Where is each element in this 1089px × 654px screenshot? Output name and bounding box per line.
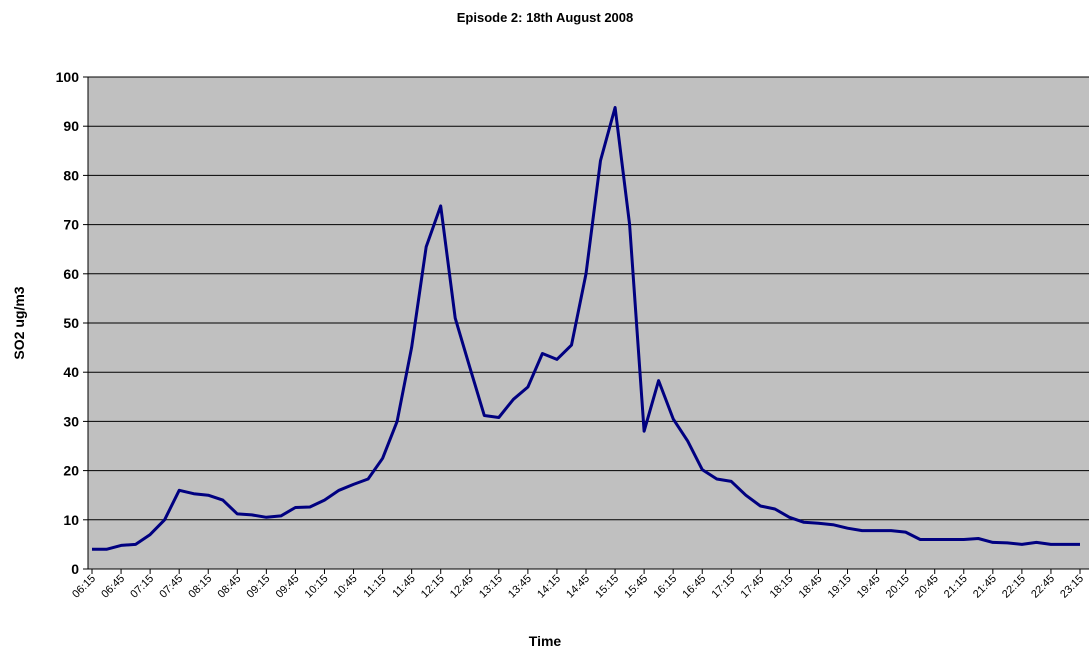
x-tick-label: 07:45: [157, 573, 185, 601]
x-tick-label: 14:45: [564, 573, 592, 601]
x-tick-label: 18:45: [797, 573, 825, 601]
y-tick-label: 100: [56, 69, 80, 85]
x-tick-label: 19:15: [826, 573, 854, 601]
x-tick-label: 11:15: [361, 573, 388, 600]
x-tick-label: 10:45: [332, 573, 360, 601]
x-tick-label: 21:15: [942, 573, 970, 601]
x-tick-label: 19:45: [855, 573, 883, 601]
x-tick-label: 22:45: [1029, 573, 1057, 601]
x-axis-label: Time: [529, 633, 562, 649]
data-line: [92, 106, 1080, 551]
x-tick-label: 15:45: [622, 573, 650, 601]
x-tick-label: 13:45: [506, 573, 534, 601]
x-tick-label: 21:45: [971, 573, 999, 601]
y-tick-label: 20: [63, 463, 79, 479]
y-tick-label: 10: [63, 512, 79, 528]
x-tick-label: 16:45: [680, 573, 708, 601]
x-tick-label: 07:15: [128, 573, 156, 601]
chart-title: Episode 2: 18th August 2008: [457, 10, 634, 25]
x-tick-label: 16:15: [651, 573, 679, 601]
x-tick-label: 08:15: [186, 573, 214, 601]
x-tick-label: 17:45: [739, 573, 767, 601]
x-tick-label: 08:45: [215, 573, 243, 601]
x-tick-label: 14:15: [535, 573, 563, 601]
y-tick-label: 0: [71, 561, 79, 577]
x-tick-label: 12:15: [419, 573, 447, 601]
y-tick-label: 50: [63, 315, 79, 331]
x-tick-label: 06:45: [99, 573, 127, 601]
y-tick-label: 80: [63, 167, 79, 183]
y-tick-label: 40: [63, 364, 79, 380]
y-tick-label: 90: [63, 118, 79, 134]
y-tick-label: 70: [63, 217, 79, 233]
y-tick-label: 30: [63, 413, 79, 429]
x-tick-label: 11:45: [390, 573, 417, 600]
x-tick-label: 23:15: [1058, 573, 1086, 601]
y-axis-label: SO2 ug/m3: [11, 286, 27, 359]
x-tick-label: 20:45: [913, 573, 941, 601]
y-tick-label: 60: [63, 266, 79, 282]
x-tick-label: 22:15: [1000, 573, 1028, 601]
x-tick-label: 12:45: [448, 573, 476, 601]
x-tick-label: 20:15: [884, 573, 912, 601]
x-tick-label: 09:15: [245, 573, 273, 601]
x-tick-label: 18:15: [768, 573, 796, 601]
x-tick-label: 10:15: [303, 573, 331, 601]
x-tick-label: 09:45: [274, 573, 302, 601]
x-tick-label: 17:15: [709, 573, 737, 601]
x-tick-label: 15:15: [593, 573, 621, 601]
x-tick-label: 13:15: [477, 573, 505, 601]
